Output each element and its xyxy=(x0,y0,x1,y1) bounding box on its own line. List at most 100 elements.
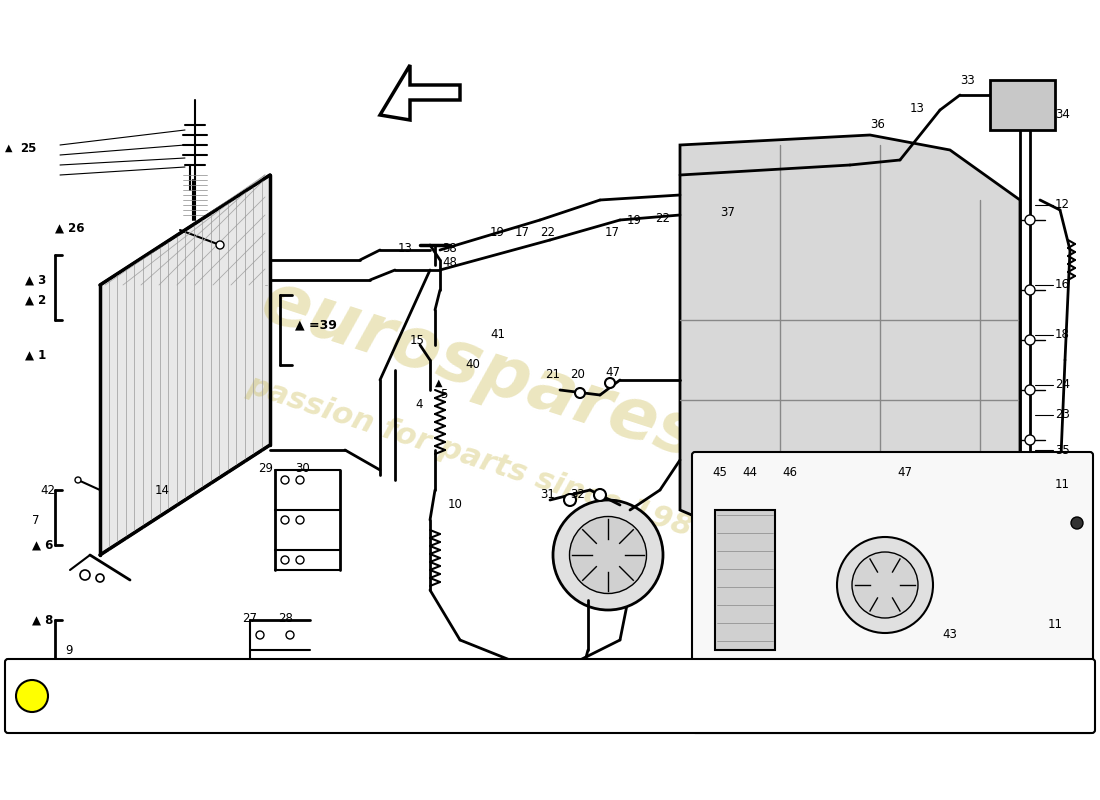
Text: 9: 9 xyxy=(65,643,73,657)
Circle shape xyxy=(594,489,606,501)
Circle shape xyxy=(1025,215,1035,225)
Circle shape xyxy=(296,476,304,484)
FancyBboxPatch shape xyxy=(6,659,1094,733)
Circle shape xyxy=(75,477,81,483)
Circle shape xyxy=(96,574,104,582)
Text: 28: 28 xyxy=(278,611,293,625)
Text: 19: 19 xyxy=(627,214,642,226)
Circle shape xyxy=(852,552,918,618)
Polygon shape xyxy=(379,65,460,120)
Text: 16: 16 xyxy=(1055,278,1070,291)
Circle shape xyxy=(280,556,289,564)
Text: 33: 33 xyxy=(960,74,975,86)
Circle shape xyxy=(605,378,615,388)
Text: 103663, 103667, 103676, 103677, 103689, 103692, 103708, 103711, 103714, 103716, : 103663, 103667, 103676, 103677, 103689, … xyxy=(65,681,845,691)
Text: 20: 20 xyxy=(570,369,585,382)
Text: 17: 17 xyxy=(605,226,620,238)
Bar xyxy=(715,510,775,650)
Text: 27: 27 xyxy=(242,611,257,625)
Circle shape xyxy=(1025,435,1035,445)
Circle shape xyxy=(296,516,304,524)
Circle shape xyxy=(280,516,289,524)
Circle shape xyxy=(16,680,48,712)
Text: 35: 35 xyxy=(1055,443,1069,457)
Text: passion for parts since 1984: passion for parts since 1984 xyxy=(243,370,716,550)
Text: ▲ 1: ▲ 1 xyxy=(25,349,46,362)
Polygon shape xyxy=(680,135,1020,550)
Text: ▲: ▲ xyxy=(434,378,442,388)
Text: 47: 47 xyxy=(898,466,913,479)
Circle shape xyxy=(1025,495,1035,505)
Text: ▲ 3: ▲ 3 xyxy=(25,274,46,286)
Text: 15: 15 xyxy=(410,334,425,346)
Text: 5: 5 xyxy=(440,389,448,402)
Text: Ass. Nr. 103227, 103289, 103525, 103553, 103596, 103600, 103609, 103612, 103613,: Ass. Nr. 103227, 103289, 103525, 103553,… xyxy=(65,697,844,707)
Text: 47: 47 xyxy=(605,366,620,378)
FancyBboxPatch shape xyxy=(692,452,1093,733)
Circle shape xyxy=(570,517,647,594)
Text: 22: 22 xyxy=(654,211,670,225)
Text: 14: 14 xyxy=(155,483,170,497)
Text: 13: 13 xyxy=(398,242,412,254)
Text: 19: 19 xyxy=(490,226,505,238)
Circle shape xyxy=(286,631,294,639)
Circle shape xyxy=(564,494,576,506)
Circle shape xyxy=(575,388,585,398)
Text: A: A xyxy=(26,689,37,703)
Text: 44: 44 xyxy=(742,466,758,479)
Text: 12: 12 xyxy=(1055,198,1070,211)
Text: 32: 32 xyxy=(570,489,585,502)
Bar xyxy=(990,80,1055,130)
Text: ▲ =39: ▲ =39 xyxy=(295,318,337,331)
Circle shape xyxy=(1025,285,1035,295)
Text: 34: 34 xyxy=(1055,109,1070,122)
Text: 45: 45 xyxy=(713,466,727,479)
Circle shape xyxy=(1025,385,1035,395)
Text: ▲: ▲ xyxy=(4,143,12,153)
Circle shape xyxy=(296,556,304,564)
Text: ▲ 26: ▲ 26 xyxy=(55,222,85,234)
Text: 42: 42 xyxy=(40,483,55,497)
Text: 21: 21 xyxy=(544,369,560,382)
Text: 43: 43 xyxy=(943,629,957,642)
Text: eurospares: eurospares xyxy=(252,266,708,474)
Text: 25: 25 xyxy=(20,142,36,154)
Text: 10: 10 xyxy=(448,498,463,511)
Text: 13: 13 xyxy=(910,102,925,114)
Text: 41: 41 xyxy=(490,329,505,342)
Circle shape xyxy=(216,241,224,249)
Text: 24: 24 xyxy=(1055,378,1070,391)
Text: Vetture non interessate dalla modifica / Vehicles not involved in the modificati: Vetture non interessate dalla modifica /… xyxy=(65,713,565,723)
Circle shape xyxy=(1025,335,1035,345)
Text: 11: 11 xyxy=(1055,478,1070,491)
Text: ▲ 6: ▲ 6 xyxy=(32,538,54,551)
Text: 30: 30 xyxy=(295,462,310,474)
Circle shape xyxy=(1025,520,1035,530)
Text: 37: 37 xyxy=(720,206,735,218)
Circle shape xyxy=(553,500,663,610)
Text: 40: 40 xyxy=(465,358,480,371)
Text: 46: 46 xyxy=(782,466,797,479)
Text: 17: 17 xyxy=(515,226,530,238)
Text: 48: 48 xyxy=(442,255,456,269)
Text: 23: 23 xyxy=(1055,409,1070,422)
Text: 22: 22 xyxy=(540,226,556,238)
Text: 38: 38 xyxy=(442,242,456,254)
Circle shape xyxy=(80,570,90,580)
Text: 7: 7 xyxy=(32,514,40,526)
Text: ▲ 2: ▲ 2 xyxy=(25,294,46,306)
Polygon shape xyxy=(100,175,270,555)
Text: ▲ 8: ▲ 8 xyxy=(32,614,54,626)
Text: Valid for... see description: Valid for... see description xyxy=(805,690,940,700)
Text: 31: 31 xyxy=(540,489,554,502)
Text: 11: 11 xyxy=(1047,618,1063,631)
Circle shape xyxy=(280,476,289,484)
Text: 36: 36 xyxy=(870,118,884,131)
Text: 18: 18 xyxy=(1055,329,1070,342)
Circle shape xyxy=(1071,517,1083,529)
Circle shape xyxy=(837,537,933,633)
Text: Vale per... vedi descrizione: Vale per... vedi descrizione xyxy=(805,705,964,715)
Text: 4: 4 xyxy=(415,398,422,411)
Circle shape xyxy=(1025,465,1035,475)
Text: 29: 29 xyxy=(258,462,273,474)
